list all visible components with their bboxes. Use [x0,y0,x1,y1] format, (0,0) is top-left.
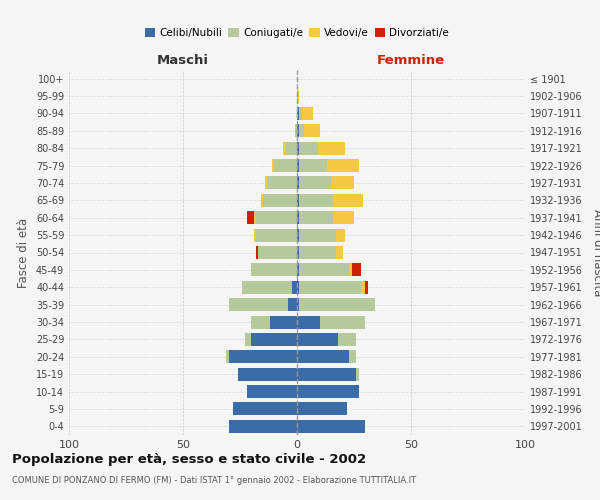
Bar [297,298,299,311]
Bar [317,142,345,154]
Bar [336,228,345,241]
Bar [297,350,349,364]
Bar [297,402,347,415]
Bar [256,211,297,224]
Bar [338,333,356,346]
Bar [254,228,256,241]
Bar [361,280,365,294]
Bar [245,333,251,346]
Bar [297,385,359,398]
Bar [297,159,299,172]
Bar [326,159,359,172]
Bar [258,246,297,259]
Bar [297,316,320,328]
Bar [297,264,299,276]
Bar [251,333,297,346]
Bar [229,298,288,311]
Bar [265,176,268,190]
Bar [297,124,299,138]
Bar [334,211,354,224]
Bar [356,368,359,380]
Bar [299,142,317,154]
Bar [334,194,363,207]
Bar [331,176,354,190]
Text: Popolazione per età, sesso e stato civile - 2002: Popolazione per età, sesso e stato civil… [12,452,366,466]
Bar [297,246,299,259]
Bar [254,211,256,224]
Bar [299,228,336,241]
Bar [297,176,299,190]
Bar [297,333,338,346]
Legend: Celibi/Nubili, Coniugati/e, Vedovi/e, Divorziati/e: Celibi/Nubili, Coniugati/e, Vedovi/e, Di… [140,24,454,42]
Bar [260,194,263,207]
Bar [297,194,299,207]
Bar [247,385,297,398]
Bar [299,246,336,259]
Bar [297,228,299,241]
Y-axis label: Fasce di età: Fasce di età [17,218,30,288]
Text: Maschi: Maschi [157,54,209,66]
Bar [226,350,229,364]
Bar [299,176,331,190]
Bar [269,316,297,328]
Bar [299,298,374,311]
Bar [251,264,297,276]
Bar [299,264,349,276]
Bar [292,280,297,294]
Bar [251,316,269,328]
Bar [263,194,297,207]
Bar [349,350,356,364]
Bar [297,90,299,102]
Bar [286,142,297,154]
Bar [297,211,299,224]
Bar [352,264,361,276]
Bar [256,246,258,259]
Bar [365,280,368,294]
Bar [302,107,313,120]
Bar [320,316,365,328]
Text: COMUNE DI PONZANO DI FERMO (FM) - Dati ISTAT 1° gennaio 2002 - Elaborazione TUTT: COMUNE DI PONZANO DI FERMO (FM) - Dati I… [12,476,416,485]
Bar [299,124,304,138]
Bar [229,420,297,433]
Y-axis label: Anni di nascita: Anni di nascita [590,209,600,296]
Bar [288,298,297,311]
Bar [304,124,320,138]
Bar [297,420,365,433]
Bar [297,142,299,154]
Bar [299,159,326,172]
Bar [295,124,297,138]
Bar [299,107,302,120]
Bar [238,368,297,380]
Bar [299,194,334,207]
Bar [299,211,334,224]
Bar [229,350,297,364]
Bar [349,264,352,276]
Bar [242,280,292,294]
Bar [297,280,299,294]
Bar [299,280,361,294]
Bar [297,107,299,120]
Bar [247,211,254,224]
Bar [274,159,297,172]
Text: Femmine: Femmine [377,54,445,66]
Bar [297,368,356,380]
Bar [336,246,343,259]
Bar [268,176,297,190]
Bar [272,159,274,172]
Bar [233,402,297,415]
Bar [283,142,286,154]
Bar [256,228,297,241]
